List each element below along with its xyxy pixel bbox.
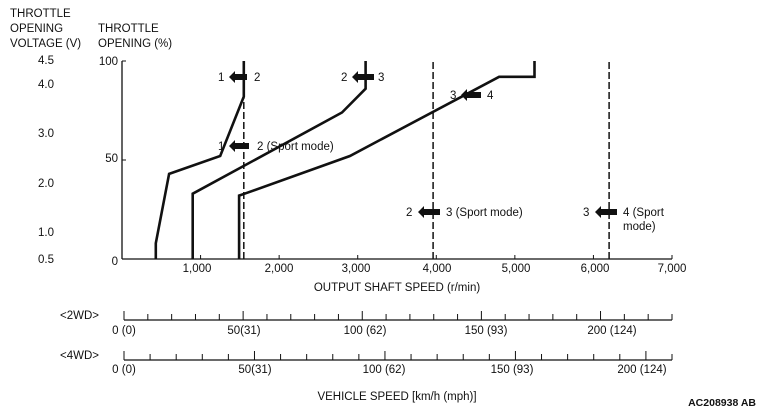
arrow-left-icon: [229, 71, 247, 83]
series-layer: [154, 61, 610, 259]
figure-code: AC208938 AB: [688, 397, 756, 409]
annotation-2-3-sport-to: 3 (Sport mode): [446, 207, 523, 219]
voltage-tick-0-5: 0.5: [38, 254, 54, 266]
voltage-axis-title-line3: VOLTAGE (V): [10, 38, 81, 50]
x-axis-label: OUTPUT SHAFT SPEED (r/min): [314, 282, 481, 294]
annotation-3-4: 3 4: [450, 89, 494, 102]
annotation-2-3-sport: 2 3 (Sport mode): [406, 206, 523, 219]
annotation-2-3-from: 2: [341, 72, 347, 84]
pct-tick-0: 0: [112, 256, 118, 268]
scale-2wd-label: <2WD>: [60, 310, 99, 322]
arrow-left-icon: [229, 140, 249, 152]
scale-2wd-tick-50: 50(31): [227, 325, 260, 337]
scale-2wd-tick-0: 0 (0): [112, 325, 136, 337]
voltage-axis-title-line2: OPENING: [10, 23, 63, 35]
annotation-1-2-sport-to: 2 (Sport mode): [257, 141, 334, 153]
annotation-3-4-sport: 3 4 (Sport mode): [583, 206, 665, 233]
x-tick-labels: 1,000 2,000 3,000 4,000 5,000 6,000 7,00…: [183, 263, 687, 275]
x-tick-7000: 7,000: [658, 263, 687, 275]
arrow-left-icon: [595, 206, 617, 218]
pct-tick-50: 50: [105, 153, 118, 165]
annotation-1-2-sport: 1 2 (Sport mode): [218, 140, 334, 153]
annotation-3-4-sport-to: 4 (Sport: [623, 207, 665, 219]
voltage-tick-4-5: 4.5: [38, 55, 54, 67]
x-tick-4000: 4,000: [423, 263, 452, 275]
annotation-1-2: 1 2: [218, 71, 260, 84]
annotation-1-2-from: 1: [218, 72, 224, 84]
plot-axes: [121, 60, 673, 260]
arrow-left-icon: [461, 89, 481, 101]
voltage-tick-labels: 4.5 4.0 3.0 2.0 1.0 0.5: [38, 55, 54, 266]
scale-4wd-tick-100: 100 (62): [363, 364, 406, 376]
annotation-1-2-to: 2: [254, 72, 260, 84]
annotation-3-4-sport-from: 3: [583, 207, 589, 219]
annotation-1-2-sport-from: 1: [218, 141, 224, 153]
annotation-3-4-to: 4: [487, 90, 494, 102]
voltage-axis-title-line1: THROTTLE: [10, 8, 71, 20]
annotation-2-3: 2 3: [341, 71, 384, 84]
voltage-tick-4-0: 4.0: [38, 79, 54, 91]
voltage-tick-2-0: 2.0: [38, 178, 54, 190]
pct-axis-title-line2: OPENING (%): [98, 38, 172, 50]
scale-4wd: [123, 351, 673, 361]
arrow-left-icon: [352, 71, 374, 83]
voltage-tick-3-0: 3.0: [38, 128, 54, 140]
scale-4wd-label: <4WD>: [60, 350, 99, 362]
scale-4wd-tick-200: 200 (124): [617, 364, 666, 376]
scale-2wd: [123, 311, 673, 321]
scale-2wd-tick-200: 200 (124): [587, 325, 636, 337]
x-tick-6000: 6,000: [581, 263, 610, 275]
pct-tick-100: 100: [99, 56, 118, 68]
annotation-2-3-sport-from: 2: [406, 207, 412, 219]
annotation-3-4-sport-to-line2: mode): [623, 221, 656, 233]
pct-axis-title-line1: THROTTLE: [98, 23, 159, 35]
scale-2wd-tick-100: 100 (62): [344, 325, 387, 337]
series-line-3: [237, 61, 536, 259]
scale-4wd-tick-0: 0 (0): [112, 364, 136, 376]
scale-2wd-tick-150: 150 (93): [465, 325, 508, 337]
series-line-1: [154, 61, 246, 259]
x-tick-1000: 1,000: [183, 263, 212, 275]
annotation-3-4-from: 3: [450, 90, 456, 102]
arrow-left-icon: [418, 206, 440, 218]
x-tick-2000: 2,000: [265, 263, 294, 275]
annotation-2-3-to: 3: [378, 72, 384, 84]
x-tick-3000: 3,000: [342, 263, 371, 275]
scale-4wd-tick-50: 50(31): [238, 364, 271, 376]
x-tick-5000: 5,000: [502, 263, 531, 275]
voltage-tick-1-0: 1.0: [38, 227, 54, 239]
scale-4wd-tick-150: 150 (93): [491, 364, 534, 376]
vehicle-speed-axis-label: VEHICLE SPEED [km/h (mph)]: [317, 391, 476, 403]
